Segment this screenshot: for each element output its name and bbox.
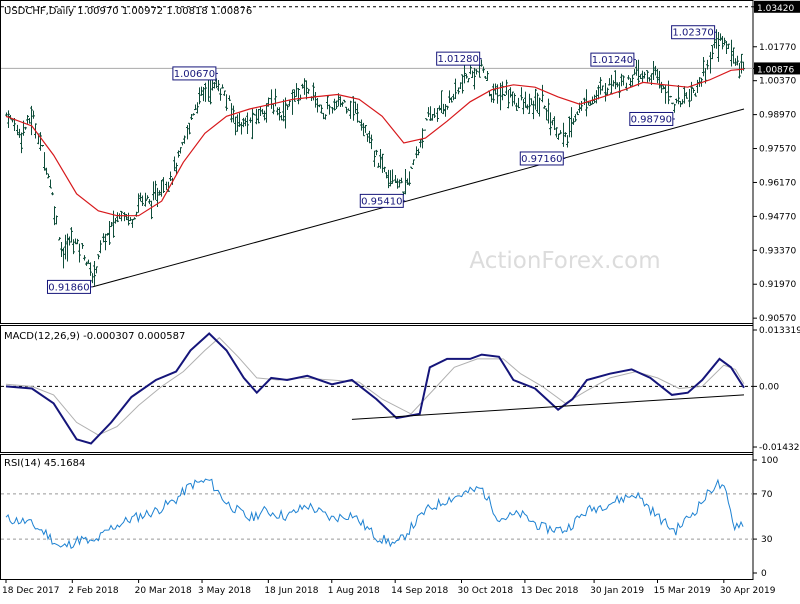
key-level-label: 0.98790 bbox=[629, 111, 675, 126]
price-panel-frame bbox=[0, 0, 754, 324]
reference-level-tag-text: 1.03420 bbox=[757, 4, 794, 14]
key-level-text: 1.00670 bbox=[174, 69, 215, 80]
last-price-tag-text: 1.00876 bbox=[757, 65, 794, 75]
key-level-label: 1.00670 bbox=[172, 66, 218, 81]
reference-level-tag bbox=[754, 0, 800, 13]
price-y-tick-label: 0.90570 bbox=[759, 314, 796, 324]
price-y-tick-label: 1.01770 bbox=[759, 43, 796, 53]
x-axis-label: 1 Aug 2018 bbox=[328, 586, 380, 596]
rsi-y-tick-label: 0 bbox=[761, 569, 767, 579]
key-level-label: 0.97160 bbox=[519, 151, 566, 166]
rsi-y-tick-label: 100 bbox=[761, 456, 778, 466]
rsi-line bbox=[5, 478, 744, 549]
key-level-text: 1.02370 bbox=[672, 28, 713, 39]
price-bars bbox=[5, 29, 745, 286]
x-axis-label: 3 May 2018 bbox=[198, 586, 251, 596]
price-y-tick-label: 0.98970 bbox=[759, 111, 796, 121]
price-y-tick-label: 0.96170 bbox=[759, 178, 796, 188]
key-level-text: 0.97160 bbox=[521, 154, 562, 165]
key-level-label: 0.95410 bbox=[359, 193, 406, 208]
rsi-panel-frame bbox=[0, 454, 754, 580]
macd-y-tick-label: 0.00 bbox=[759, 382, 779, 392]
macd-y-tick-label: -0.014323 bbox=[759, 443, 800, 453]
x-axis-label: 18 Jun 2018 bbox=[264, 586, 318, 596]
price-panel-title: USDCHF,Daily 1.00970 1.00972 1.00818 1.0… bbox=[4, 6, 252, 17]
key-level-text: 0.95410 bbox=[361, 196, 402, 207]
rsi-y-tick-label: 70 bbox=[761, 490, 773, 500]
x-axis-label: 15 Mar 2019 bbox=[654, 586, 711, 596]
key-level-label: 1.01240 bbox=[590, 52, 636, 67]
x-axis-label: 30 Apr 2019 bbox=[720, 586, 776, 596]
price-y-tick-label: 0.97570 bbox=[759, 145, 796, 155]
macd-y-tick-label: 0.013319 bbox=[759, 326, 800, 336]
key-level-text: 1.01240 bbox=[592, 55, 633, 66]
key-level-label: 0.91860 bbox=[46, 279, 93, 294]
x-axis-label: 20 Mar 2018 bbox=[135, 586, 192, 596]
key-level-text: 0.98790 bbox=[631, 114, 672, 125]
key-level-label: 1.02370 bbox=[671, 25, 717, 40]
moving-average-line bbox=[5, 68, 745, 217]
macd-trendline bbox=[351, 394, 745, 420]
rsi-panel-title: RSI(14) 45.1684 bbox=[4, 458, 85, 469]
x-axis-label: 18 Dec 2017 bbox=[2, 586, 60, 596]
price-y-tick-label: 0.93370 bbox=[759, 246, 796, 256]
key-level-label: 1.01280 bbox=[436, 51, 482, 66]
macd-line bbox=[5, 332, 745, 445]
key-level-text: 0.91860 bbox=[48, 282, 89, 293]
price-y-tick-label: 0.94770 bbox=[759, 212, 796, 222]
last-price-tag bbox=[754, 62, 800, 75]
key-level-text: 1.01280 bbox=[437, 54, 478, 65]
price-trendline bbox=[92, 108, 745, 288]
x-axis-label: 30 Oct 2018 bbox=[457, 586, 513, 596]
rsi-y-tick-label: 30 bbox=[761, 535, 773, 545]
macd-panel-title: MACD(12,26,9) -0.000307 0.000587 bbox=[4, 331, 185, 342]
watermark: ActionForex.com bbox=[469, 248, 660, 274]
macd-panel-frame bbox=[0, 325, 754, 453]
x-axis-label: 30 Jan 2019 bbox=[590, 586, 644, 596]
price-y-tick-label: 0.91970 bbox=[759, 280, 796, 290]
price-y-tick-label: 1.00370 bbox=[759, 77, 796, 87]
x-axis-label: 13 Dec 2018 bbox=[521, 586, 579, 596]
x-axis-label: 14 Sep 2018 bbox=[391, 586, 448, 596]
x-axis-label: 2 Feb 2018 bbox=[68, 586, 119, 596]
